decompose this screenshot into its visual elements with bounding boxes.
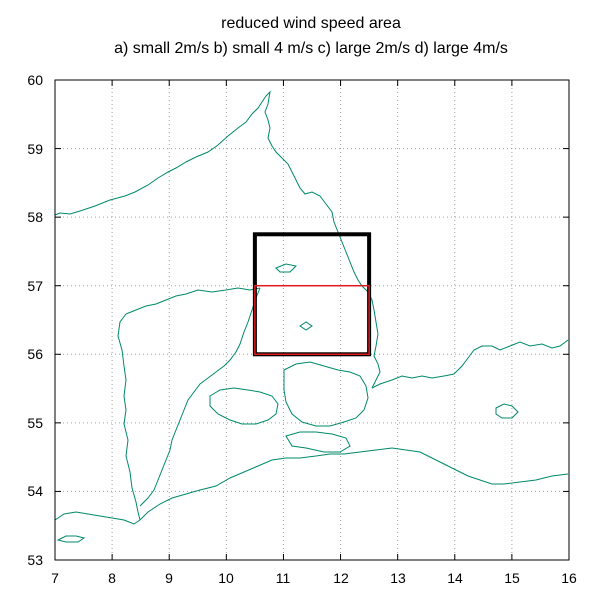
small-area-box xyxy=(254,284,370,356)
y-tick-label: 59 xyxy=(27,141,43,157)
coastline-jutland xyxy=(117,287,261,521)
coastline-frisian-islands xyxy=(56,535,86,543)
x-tick-label: 8 xyxy=(108,570,116,586)
x-tick-label: 10 xyxy=(218,570,234,586)
x-tick-label: 13 xyxy=(390,570,406,586)
large-area-box xyxy=(252,232,372,357)
coastline-norway xyxy=(54,90,369,293)
chart-title-line-1: reduced wind speed area xyxy=(221,15,401,32)
y-tick-label: 55 xyxy=(27,415,43,431)
x-tick-label: 12 xyxy=(333,570,349,586)
y-tick-label: 58 xyxy=(27,209,43,225)
coastline-island-anholt xyxy=(299,321,313,331)
regions xyxy=(252,232,372,357)
coastline-bornholm xyxy=(495,403,519,419)
coastline-jutland-east xyxy=(139,287,261,507)
coastline-netherlands xyxy=(54,511,141,525)
coastline-funen xyxy=(209,387,279,425)
x-axis-tick-labels: 7 8 9 10 11 12 13 14 15 16 xyxy=(51,570,577,586)
coastline-sweden-south xyxy=(371,339,569,389)
y-tick-label: 57 xyxy=(27,278,43,294)
coastline-germany xyxy=(139,447,569,521)
coastline-zealand xyxy=(283,361,369,427)
y-axis-tick-labels: 53 54 55 56 57 58 59 60 xyxy=(27,72,43,568)
y-tick-label: 54 xyxy=(27,483,43,499)
y-tick-label: 60 xyxy=(27,72,43,88)
x-tick-label: 11 xyxy=(276,570,291,586)
x-tick-label: 9 xyxy=(165,570,173,586)
y-tick-label: 53 xyxy=(27,552,43,568)
x-tick-label: 16 xyxy=(561,570,577,586)
plot-frame xyxy=(54,79,570,561)
coastline-sweden-west xyxy=(367,291,381,389)
coastline xyxy=(54,90,569,543)
x-tick-label: 7 xyxy=(51,570,59,586)
coastline-lolland xyxy=(285,431,351,453)
coastline-island-laeso xyxy=(275,263,298,273)
axis-ticks xyxy=(54,79,570,561)
chart-title-line-2: a) small 2m/s b) small 4 m/s c) large 2m… xyxy=(114,40,508,57)
y-tick-label: 56 xyxy=(27,346,43,362)
x-tick-label: 15 xyxy=(504,570,520,586)
x-tick-label: 14 xyxy=(447,570,463,586)
